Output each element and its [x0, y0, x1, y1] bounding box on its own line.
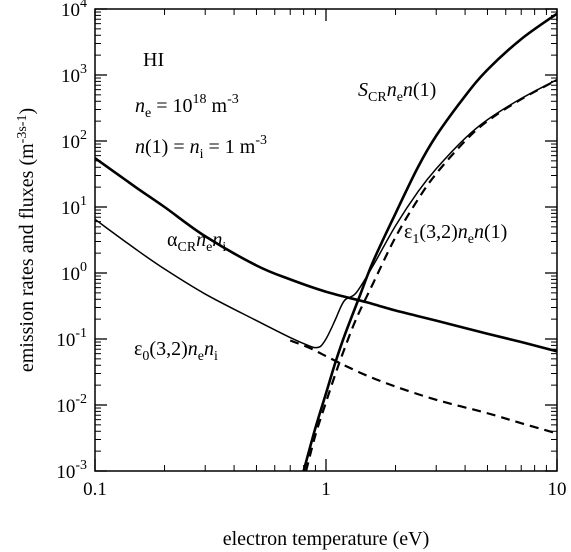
- series-line-eps1: [305, 79, 557, 471]
- annotation-n1: n(1) = ni = 1 m-3: [135, 133, 267, 162]
- annotation-eps0: ε0(3,2)neni: [134, 338, 218, 364]
- y-tick-label: 10-1: [56, 326, 87, 351]
- annotation-ne: ne = 1018 m-3: [135, 92, 239, 121]
- x-tick-label: 0.1: [83, 479, 107, 500]
- y-axis-title-main: emission rates and fluxes (m: [16, 143, 38, 372]
- series-line-alpha: [95, 157, 557, 353]
- annotation-scr: SCRnen(1): [358, 79, 436, 105]
- y-tick-label: 103: [61, 62, 87, 87]
- x-tick-label: 1: [321, 479, 331, 500]
- x-tick-label: 10: [548, 479, 567, 500]
- annotation-eps1: ε1(3,2)nen(1): [404, 221, 507, 247]
- annotation-species: HI: [143, 49, 164, 71]
- series-line-s_cr: [302, 12, 557, 471]
- y-tick-label: 101: [61, 194, 87, 219]
- tick-layer: 0.1 1 10 10-3 10-2 10-1 100 101 102 103 104: [56, 0, 566, 500]
- y-tick-label: 102: [61, 128, 87, 153]
- y-tick-label: 10-3: [56, 458, 87, 483]
- y-axis-title-sup3: -1: [15, 115, 30, 127]
- series-layer: [95, 12, 557, 471]
- series-line-eps0: [289, 339, 557, 435]
- y-axis-title-sup2: s: [15, 126, 30, 131]
- y-axis-title-sup1: -3: [15, 132, 30, 144]
- y-axis-title: emission rates and fluxes (m-3s-1): [15, 108, 38, 372]
- y-tick-label: 104: [61, 0, 87, 21]
- x-axis-title: electron temperature (eV): [223, 528, 430, 550]
- annotation-alpha: αCRneni: [167, 229, 226, 255]
- y-tick-label: 100: [61, 260, 87, 285]
- series-line-eps_total: [95, 78, 557, 349]
- y-axis-title-close: ): [16, 108, 38, 115]
- y-tick-label: 10-2: [56, 392, 87, 417]
